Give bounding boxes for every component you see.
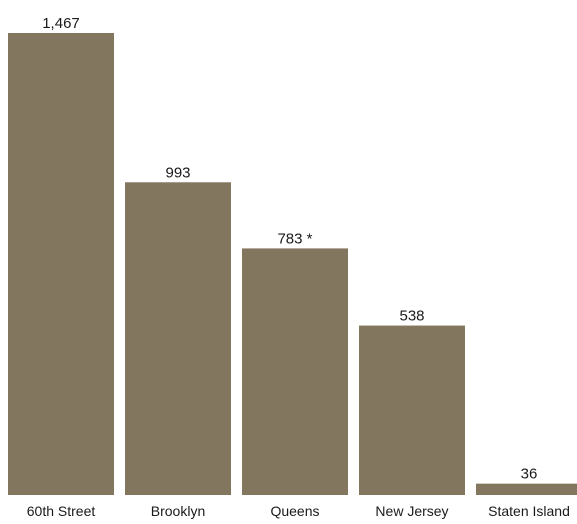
category-label-queens: Queens [270,503,319,519]
category-labels-group: 60th Street Brooklyn Queens New Jersey State… [27,503,570,519]
bar-new-jersey [359,325,465,495]
value-label-brooklyn: 993 [165,164,190,181]
value-label-new-jersey: 538 [399,308,424,325]
value-label-queens: 783 * [277,230,312,247]
category-label-new-jersey: New Jersey [375,503,448,519]
value-labels-group: 1,467 993 783 * 538 36 [42,15,537,483]
bar-60th-street [8,33,114,495]
category-label-staten-island: Staten Island [488,503,570,519]
bar-staten-island [476,483,577,495]
category-label-brooklyn: Brooklyn [151,503,205,519]
bar-brooklyn [125,182,231,496]
bars-group [8,33,577,496]
category-label-60th-street: 60th Street [27,503,96,519]
value-label-60th-street: 1,467 [42,15,80,32]
bar-queens [242,248,348,495]
value-label-staten-island: 36 [521,466,538,483]
